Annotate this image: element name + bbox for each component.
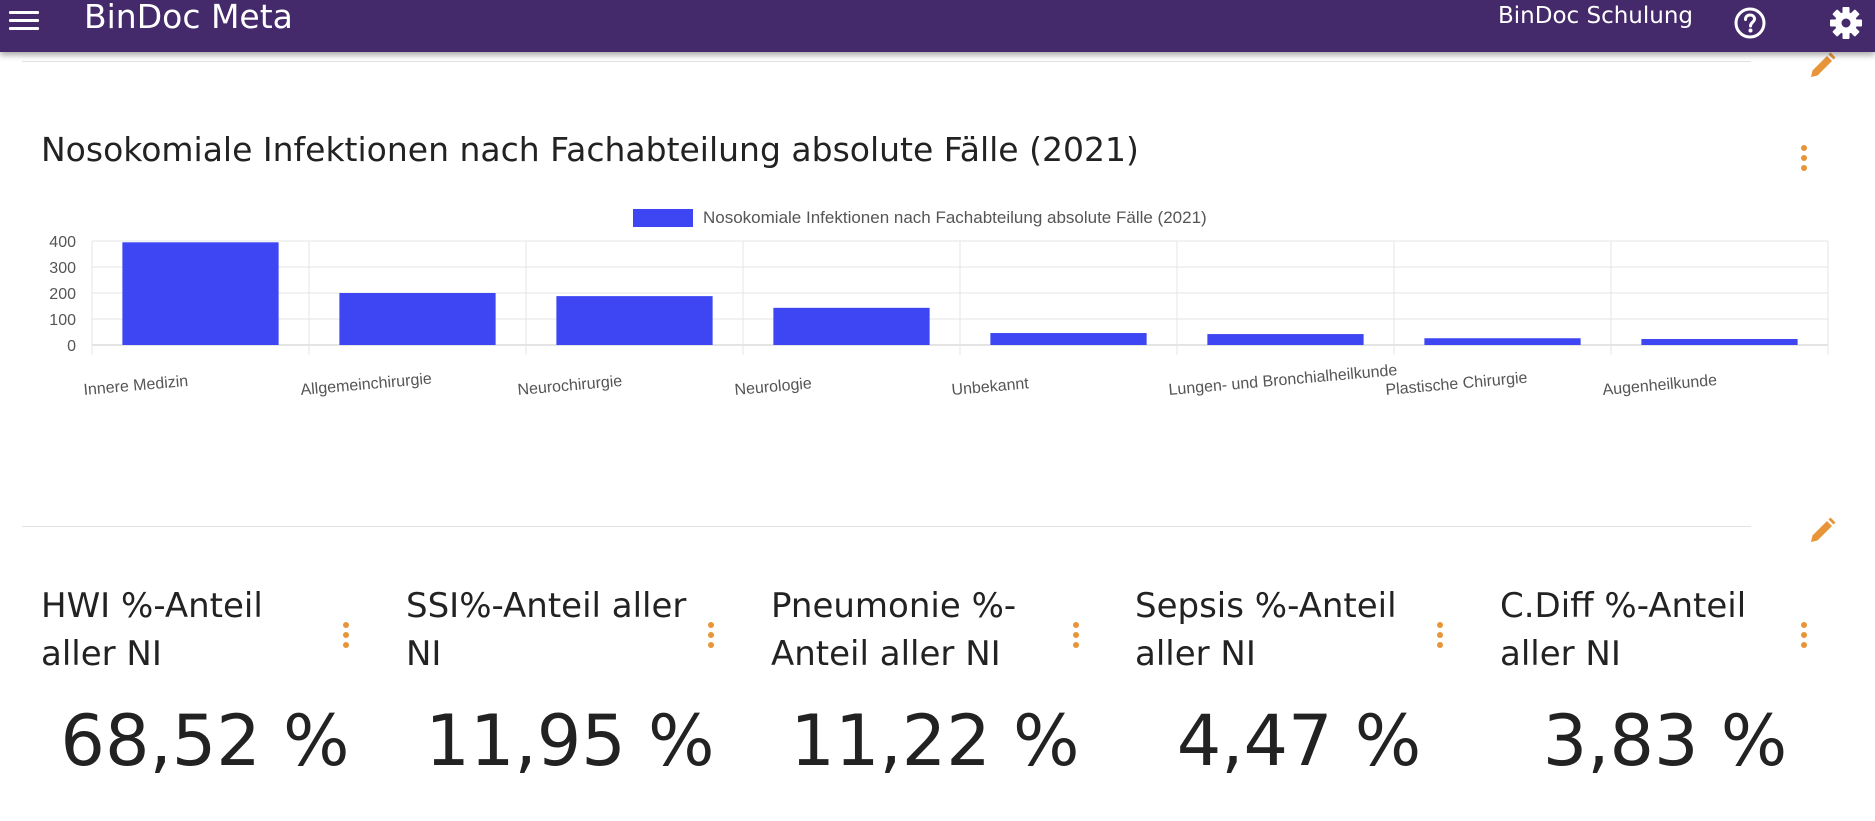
kpi-more-options-icon[interactable] [1066,617,1086,653]
x-tick-label: Neurochirurgie [517,373,623,399]
y-tick-label: 100 [49,312,76,329]
legend-swatch[interactable] [633,209,693,227]
bar[interactable] [122,242,279,345]
kpi-card-title: C.Diff %-Anteil aller NI [1500,586,1747,674]
user-name[interactable]: BinDoc Schulung [1498,3,1694,29]
section-divider [22,61,1751,62]
app-title: BinDoc Meta [84,0,293,36]
hamburger-menu-icon[interactable] [9,11,39,33]
kpi-more-options-icon[interactable] [701,617,721,653]
kpi-more-options-icon[interactable] [336,617,356,653]
kpi-card-title: SSI%-Anteil aller NI [406,586,687,674]
kpi-more-options-icon[interactable] [1794,617,1814,653]
section-divider [22,526,1751,527]
y-tick-label: 300 [49,260,76,277]
x-tick-label: Neurologie [734,375,813,399]
bar[interactable] [1207,334,1364,345]
x-tick-label: Lungen- und Bronchialheilkunde [1168,362,1398,399]
bar[interactable] [1641,339,1798,345]
x-tick-label: Unbekannt [951,375,1030,399]
gear-icon[interactable] [1827,4,1865,42]
bar[interactable] [773,307,930,345]
edit-pencil-icon[interactable] [1805,49,1839,83]
bar[interactable] [556,296,713,345]
app-bar: BinDoc Meta BinDoc Schulung [0,0,1875,52]
bar[interactable] [990,333,1147,345]
legend-label: Nosokomiale Infektionen nach Fachabteilu… [703,208,1207,227]
kpi-card-value: 3,83 % [1542,700,1788,782]
kpi-card-value: 4,47 % [1176,700,1422,782]
edit-pencil-icon[interactable] [1805,514,1839,548]
bar[interactable] [339,293,496,345]
chart-more-options-icon[interactable] [1794,140,1814,176]
chart-widget-title: Nosokomiale Infektionen nach Fachabteilu… [41,130,1139,169]
y-tick-label: 200 [49,286,76,303]
kpi-card-value: 68,52 % [60,700,350,782]
help-circle-icon[interactable] [1733,6,1767,40]
y-tick-label: 400 [49,234,76,251]
kpi-card-value: 11,95 % [425,700,715,782]
x-tick-label: Augenheilkunde [1602,372,1718,399]
kpi-card-title: Pneumonie %-Anteil aller NI [771,586,1017,674]
bar-chart: 0 100 200 300 400 Innere Medizin Allgemeinchi… [49,208,1829,399]
x-tick-label: Allgemeinchirurgie [300,371,433,399]
kpi-card-title: HWI %-Anteil aller NI [41,586,263,674]
bar[interactable] [1424,338,1581,345]
x-tick-label: Plastische Chirurgie [1385,370,1528,399]
x-tick-label: Innere Medizin [83,373,189,399]
y-tick-label: 0 [67,338,76,355]
kpi-card-value: 11,22 % [790,700,1080,782]
kpi-card-title: Sepsis %-Anteil aller NI [1135,586,1397,674]
kpi-more-options-icon[interactable] [1430,617,1450,653]
